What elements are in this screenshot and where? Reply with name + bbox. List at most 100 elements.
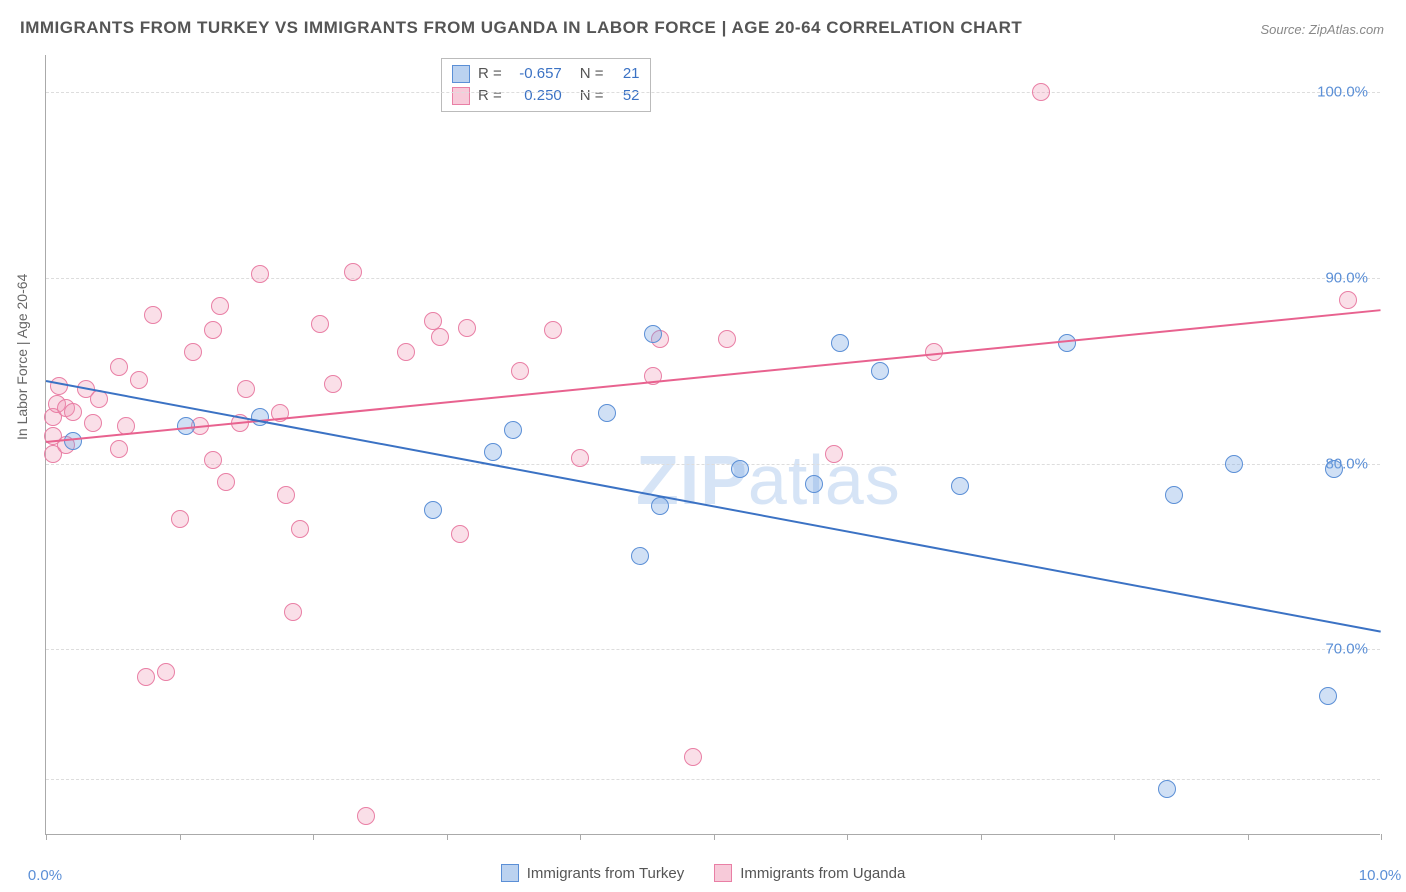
- scatter-point-uganda: [397, 343, 415, 361]
- stat-r-label: R =: [478, 63, 502, 85]
- scatter-point-uganda: [137, 668, 155, 686]
- scatter-point-uganda: [144, 306, 162, 324]
- scatter-point-uganda: [84, 414, 102, 432]
- scatter-point-turkey: [424, 501, 442, 519]
- stats-row-pink: R = 0.250 N = 52: [452, 85, 640, 107]
- gridline-horizontal: [46, 779, 1380, 780]
- swatch-pink-icon: [452, 87, 470, 105]
- scatter-point-uganda: [110, 440, 128, 458]
- scatter-point-uganda: [204, 321, 222, 339]
- scatter-point-turkey: [631, 547, 649, 565]
- bottom-legend: Immigrants from Turkey Immigrants from U…: [0, 864, 1406, 882]
- scatter-point-turkey: [1158, 780, 1176, 798]
- xtick-mark: [847, 834, 848, 840]
- xtick-label: 10.0%: [1359, 867, 1402, 884]
- gridline-horizontal: [46, 649, 1380, 650]
- xtick-mark: [714, 834, 715, 840]
- scatter-point-uganda: [344, 263, 362, 281]
- stat-r-blue: -0.657: [510, 63, 562, 85]
- swatch-blue-icon: [452, 65, 470, 83]
- scatter-point-uganda: [1339, 291, 1357, 309]
- xtick-mark: [447, 834, 448, 840]
- scatter-point-uganda: [251, 265, 269, 283]
- trendline-uganda: [46, 309, 1381, 443]
- scatter-point-uganda: [544, 321, 562, 339]
- scatter-point-uganda: [431, 328, 449, 346]
- scatter-point-turkey: [805, 475, 823, 493]
- xtick-mark: [180, 834, 181, 840]
- plot-area: ZIPatlas R = -0.657 N = 21 R = 0.250 N =…: [45, 55, 1380, 835]
- scatter-point-uganda: [204, 451, 222, 469]
- scatter-point-uganda: [184, 343, 202, 361]
- scatter-point-turkey: [598, 404, 616, 422]
- scatter-point-turkey: [504, 421, 522, 439]
- scatter-point-uganda: [284, 603, 302, 621]
- scatter-point-uganda: [217, 473, 235, 491]
- stats-legend-box: R = -0.657 N = 21 R = 0.250 N = 52: [441, 58, 651, 112]
- scatter-point-uganda: [511, 362, 529, 380]
- scatter-point-uganda: [171, 510, 189, 528]
- scatter-point-turkey: [731, 460, 749, 478]
- scatter-point-uganda: [825, 445, 843, 463]
- scatter-point-uganda: [157, 663, 175, 681]
- scatter-point-uganda: [64, 403, 82, 421]
- scatter-point-uganda: [291, 520, 309, 538]
- scatter-point-uganda: [130, 371, 148, 389]
- xtick-mark: [580, 834, 581, 840]
- scatter-point-turkey: [1325, 460, 1343, 478]
- stat-r-pink: 0.250: [510, 85, 562, 107]
- scatter-point-turkey: [831, 334, 849, 352]
- scatter-point-uganda: [311, 315, 329, 333]
- scatter-point-uganda: [237, 380, 255, 398]
- trendline-turkey: [46, 380, 1381, 633]
- xtick-mark: [981, 834, 982, 840]
- scatter-point-turkey: [1058, 334, 1076, 352]
- scatter-point-turkey: [651, 497, 669, 515]
- scatter-point-uganda: [110, 358, 128, 376]
- y-axis-label: In Labor Force | Age 20-64: [14, 274, 30, 440]
- stat-n-label: N =: [580, 63, 604, 85]
- scatter-point-uganda: [571, 449, 589, 467]
- legend-label-pink: Immigrants from Uganda: [740, 865, 905, 882]
- scatter-point-uganda: [1032, 83, 1050, 101]
- scatter-point-turkey: [64, 432, 82, 450]
- scatter-point-turkey: [951, 477, 969, 495]
- scatter-point-uganda: [684, 748, 702, 766]
- chart-title: IMMIGRANTS FROM TURKEY VS IMMIGRANTS FRO…: [20, 18, 1022, 38]
- gridline-horizontal: [46, 92, 1380, 93]
- scatter-point-turkey: [484, 443, 502, 461]
- scatter-point-turkey: [644, 325, 662, 343]
- xtick-mark: [46, 834, 47, 840]
- legend-item-blue: Immigrants from Turkey: [501, 864, 685, 882]
- scatter-point-uganda: [451, 525, 469, 543]
- scatter-point-uganda: [324, 375, 342, 393]
- scatter-point-uganda: [718, 330, 736, 348]
- xtick-mark: [1114, 834, 1115, 840]
- chart-container: IMMIGRANTS FROM TURKEY VS IMMIGRANTS FRO…: [0, 0, 1406, 892]
- swatch-pink-icon: [714, 864, 732, 882]
- gridline-horizontal: [46, 278, 1380, 279]
- scatter-point-uganda: [458, 319, 476, 337]
- scatter-point-uganda: [424, 312, 442, 330]
- scatter-point-uganda: [357, 807, 375, 825]
- xtick-label: 0.0%: [28, 867, 62, 884]
- xtick-mark: [1381, 834, 1382, 840]
- scatter-point-turkey: [1319, 687, 1337, 705]
- stat-r-label: R =: [478, 85, 502, 107]
- gridline-horizontal: [46, 464, 1380, 465]
- xtick-mark: [1248, 834, 1249, 840]
- legend-item-pink: Immigrants from Uganda: [714, 864, 905, 882]
- stat-n-blue: 21: [612, 63, 640, 85]
- legend-label-blue: Immigrants from Turkey: [527, 865, 685, 882]
- scatter-point-turkey: [1165, 486, 1183, 504]
- xtick-mark: [313, 834, 314, 840]
- scatter-point-turkey: [1225, 455, 1243, 473]
- watermark: ZIPatlas: [636, 440, 901, 520]
- ytick-label: 70.0%: [1325, 641, 1368, 658]
- ytick-label: 90.0%: [1325, 269, 1368, 286]
- stats-row-blue: R = -0.657 N = 21: [452, 63, 640, 85]
- stat-n-label: N =: [580, 85, 604, 107]
- scatter-point-turkey: [871, 362, 889, 380]
- swatch-blue-icon: [501, 864, 519, 882]
- stat-n-pink: 52: [612, 85, 640, 107]
